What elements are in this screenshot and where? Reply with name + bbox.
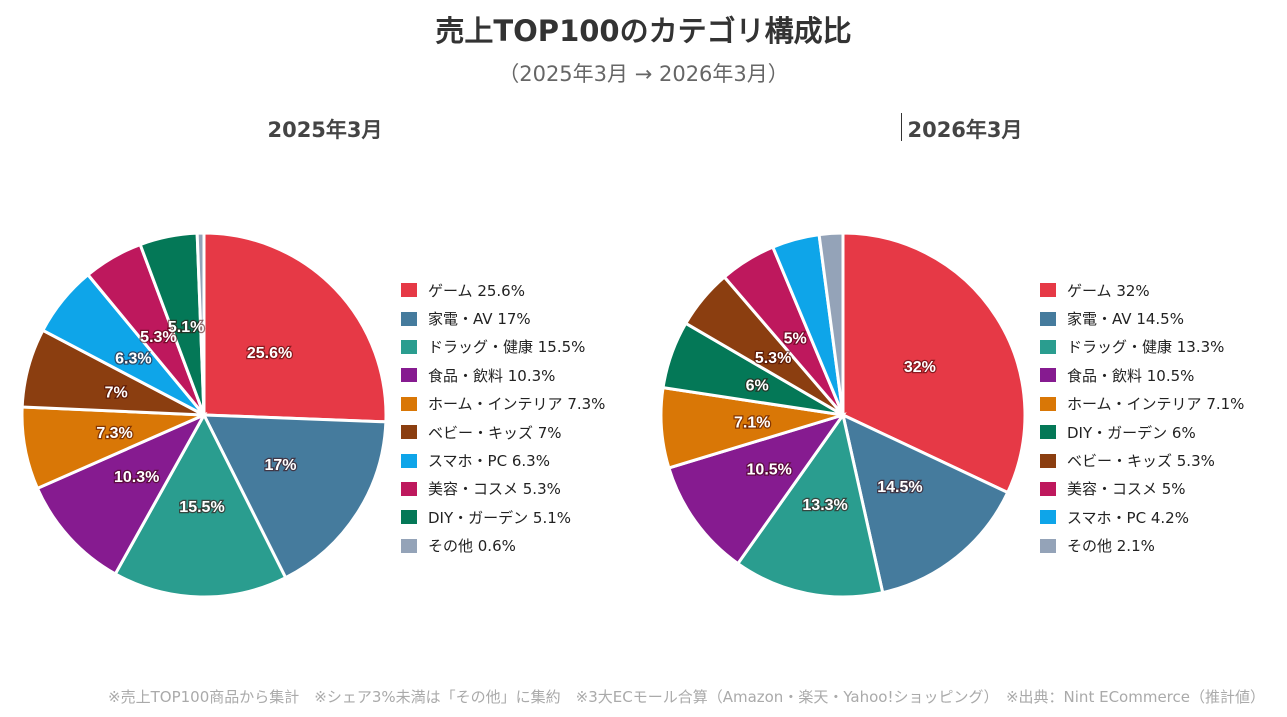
legend-item[interactable]: スマホ・PC 6.3% bbox=[401, 446, 605, 474]
slice-label: 6% bbox=[746, 378, 769, 395]
slice-label: 5.3% bbox=[755, 350, 791, 367]
slice-label: 5.1% bbox=[168, 319, 204, 336]
legend-label: 家電・AV 17% bbox=[428, 310, 531, 329]
legend-label: 美容・コスメ 5% bbox=[1067, 480, 1186, 499]
legend-label: ゲーム 25.6% bbox=[428, 281, 525, 300]
legend-label: 家電・AV 14.5% bbox=[1067, 310, 1184, 329]
slice-label: 10.3% bbox=[114, 469, 159, 486]
slice-label: 7.1% bbox=[734, 415, 770, 432]
legend-swatch bbox=[1040, 339, 1056, 354]
legend-label: DIY・ガーデン 5.1% bbox=[428, 508, 572, 527]
legend-item[interactable]: ベビー・キッズ 7% bbox=[401, 418, 605, 446]
legend-item[interactable]: スマホ・PC 4.2% bbox=[1040, 503, 1244, 531]
legend-item[interactable]: その他 0.6% bbox=[401, 532, 605, 560]
slice-label: 25.6% bbox=[247, 345, 292, 362]
legend-item[interactable]: 美容・コスメ 5% bbox=[1040, 475, 1244, 503]
legend-2026: ゲーム 32% 家電・AV 14.5% ドラッグ・健康 13.3% 食品・飲料 10.… bbox=[1040, 276, 1244, 560]
legend-label: その他 2.1% bbox=[1067, 537, 1155, 556]
pie-slice[interactable] bbox=[201, 413, 388, 580]
legend-label: ホーム・インテリア 7.3% bbox=[428, 395, 606, 414]
legend-item[interactable]: ホーム・インテリア 7.3% bbox=[401, 390, 605, 418]
slice-label: 7.3% bbox=[96, 425, 132, 442]
legend-label: 美容・コスメ 5.3% bbox=[428, 480, 561, 499]
legend-swatch bbox=[401, 283, 417, 298]
slice-label: 10.5% bbox=[747, 461, 792, 478]
legend-item[interactable]: DIY・ガーデン 6% bbox=[1040, 418, 1244, 446]
text-cursor bbox=[901, 113, 902, 141]
legend-label: ホーム・インテリア 7.1% bbox=[1067, 395, 1245, 414]
chart-title-2025: 2025年3月 bbox=[267, 118, 383, 142]
pie-slice[interactable] bbox=[113, 411, 288, 599]
legend-swatch bbox=[401, 453, 417, 468]
legend-swatch bbox=[401, 425, 417, 440]
legend-label: 食品・飲料 10.5% bbox=[1067, 366, 1195, 385]
slice-label: 6.3% bbox=[115, 351, 151, 368]
legend-item[interactable]: ホーム・インテリア 7.1% bbox=[1040, 390, 1244, 418]
legend-swatch bbox=[1040, 481, 1056, 496]
legend-swatch bbox=[1040, 425, 1056, 440]
legend-item[interactable]: ドラッグ・健康 15.5% bbox=[401, 333, 605, 361]
legend-swatch bbox=[1040, 368, 1056, 383]
legend-item[interactable]: ゲーム 32% bbox=[1040, 276, 1244, 304]
legend-swatch bbox=[1040, 538, 1056, 553]
legend-swatch bbox=[1040, 311, 1056, 326]
footer-note: ※売上TOP100商品から集計 ※シェア3%未満は「その他」に集約 ※3大ECモ… bbox=[108, 688, 1265, 706]
pie-slice[interactable] bbox=[35, 411, 208, 576]
pie-slice[interactable] bbox=[840, 412, 1010, 595]
legend-label: スマホ・PC 6.3% bbox=[428, 452, 550, 471]
legend-item[interactable]: 食品・飲料 10.5% bbox=[1040, 361, 1244, 389]
legend-swatch bbox=[1040, 510, 1056, 525]
legend-2025: ゲーム 25.6% 家電・AV 17% ドラッグ・健康 15.5% 食品・飲料 10.… bbox=[401, 276, 605, 560]
pie-slice[interactable] bbox=[202, 231, 388, 424]
chart-title-2026: 2026年3月 bbox=[907, 118, 1023, 142]
pie-slice[interactable] bbox=[841, 231, 1027, 495]
legend-item[interactable]: その他 2.1% bbox=[1040, 532, 1244, 560]
legend-item[interactable]: 食品・飲料 10.3% bbox=[401, 361, 605, 389]
pie-0: 25.6% 17% 15.5% 10.3% 7.3% 7% 6.3% 5.3%5.1% bbox=[20, 231, 388, 599]
legend-label: ベビー・キッズ 5.3% bbox=[1067, 452, 1215, 471]
slice-label: 5.3% bbox=[140, 329, 176, 346]
page-subtitle: （2025年3月 → 2026年3月） bbox=[498, 62, 789, 86]
legend-item[interactable]: 美容・コスメ 5.3% bbox=[401, 475, 605, 503]
pie-slice[interactable] bbox=[667, 412, 847, 566]
pie-slice[interactable] bbox=[195, 231, 206, 416]
slice-label: 13.3% bbox=[802, 497, 847, 514]
legend-item[interactable]: DIY・ガーデン 5.1% bbox=[401, 503, 605, 531]
slice-label: 17% bbox=[265, 457, 297, 474]
legend-swatch bbox=[401, 311, 417, 326]
pie-slice[interactable] bbox=[735, 411, 885, 599]
legend-item[interactable]: ドラッグ・健康 13.3% bbox=[1040, 333, 1244, 361]
legend-item[interactable]: 家電・AV 17% bbox=[401, 304, 605, 332]
pie-slice[interactable] bbox=[817, 231, 845, 416]
legend-item[interactable]: ベビー・キッズ 5.3% bbox=[1040, 446, 1244, 474]
legend-label: ドラッグ・健康 15.5% bbox=[428, 338, 586, 357]
legend-item[interactable]: 家電・AV 14.5% bbox=[1040, 304, 1244, 332]
legend-swatch bbox=[1040, 453, 1056, 468]
legend-label: ドラッグ・健康 13.3% bbox=[1067, 338, 1225, 357]
legend-swatch bbox=[401, 481, 417, 496]
legend-item[interactable]: ゲーム 25.6% bbox=[401, 276, 605, 304]
slice-label: 5% bbox=[784, 331, 807, 348]
slice-label: 32% bbox=[904, 359, 936, 376]
legend-label: その他 0.6% bbox=[428, 537, 516, 556]
legend-label: DIY・ガーデン 6% bbox=[1067, 423, 1196, 442]
legend-label: ベビー・キッズ 7% bbox=[428, 423, 562, 442]
slice-label: 7% bbox=[105, 384, 128, 401]
legend-swatch bbox=[401, 339, 417, 354]
legend-swatch bbox=[401, 396, 417, 411]
legend-swatch bbox=[401, 510, 417, 525]
legend-label: ゲーム 32% bbox=[1067, 281, 1150, 300]
legend-swatch bbox=[1040, 283, 1056, 298]
legend-swatch bbox=[1040, 396, 1056, 411]
slice-label: 15.5% bbox=[179, 499, 224, 516]
page-title: 売上TOP100のカテゴリ構成比 bbox=[435, 14, 852, 48]
legend-label: 食品・飲料 10.3% bbox=[428, 366, 556, 385]
pie-1: 32% 14.5% 13.3% 10.5% 7.1% 6% 5.3% 5% bbox=[659, 231, 1027, 599]
legend-label: スマホ・PC 4.2% bbox=[1067, 508, 1189, 527]
legend-swatch bbox=[401, 368, 417, 383]
legend-swatch bbox=[401, 538, 417, 553]
slice-label: 14.5% bbox=[877, 479, 922, 496]
